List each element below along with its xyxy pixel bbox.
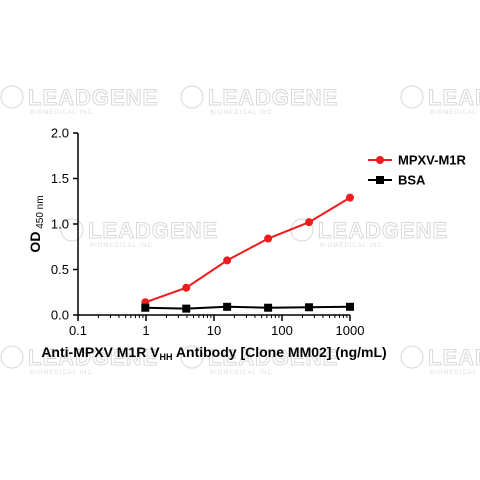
x-ticks: 0.1 1 10 100 1000 bbox=[69, 315, 365, 338]
y-tick-label: 2.0 bbox=[51, 126, 69, 141]
series-line-bsa bbox=[145, 305, 351, 310]
legend-label: MPXV-M1R bbox=[398, 153, 467, 168]
x-axis-title-sub: HH bbox=[160, 352, 173, 362]
x-axis-title-rest: Antibody [Clone MM02] (ng/mL) bbox=[173, 344, 387, 360]
watermark-subtext: BIOMEDICAL INC. bbox=[30, 110, 95, 116]
watermark-subtext: BIOMEDICAL INC. bbox=[210, 370, 275, 376]
data-point-bsa bbox=[182, 304, 191, 313]
legend-marker-circle bbox=[376, 156, 384, 164]
y-axis-title: OD 450 nm bbox=[27, 195, 46, 252]
series-line-mpxv-m1r bbox=[144, 196, 351, 304]
y-tick-label: 1.5 bbox=[51, 171, 69, 186]
watermark-text: LEADGENE bbox=[88, 218, 218, 243]
x-tick-label: 1 bbox=[142, 323, 149, 338]
data-point-mpxv-m1r bbox=[182, 283, 191, 292]
legend-marker-square bbox=[376, 176, 384, 184]
x-tick-label: 10 bbox=[207, 323, 221, 338]
watermark-text: LEADGENE bbox=[428, 85, 480, 110]
watermark-text: LEADGENE bbox=[28, 85, 158, 110]
y-tick-label: 0.5 bbox=[51, 262, 69, 277]
watermark-subtext: BIOMEDICAL INC. bbox=[430, 110, 480, 116]
y-tick-label: 0.0 bbox=[51, 308, 69, 323]
watermark-logo-icon bbox=[60, 218, 84, 242]
watermark-logo-icon bbox=[180, 345, 204, 369]
data-point-bsa bbox=[346, 302, 354, 311]
data-point-mpxv-m1r bbox=[264, 234, 273, 243]
watermark-text: LEADGENE bbox=[208, 85, 338, 110]
watermark-logo-icon bbox=[0, 85, 24, 109]
y-axis-title-sub: 450 nm bbox=[35, 195, 46, 231]
data-point-mpxv-m1r bbox=[305, 218, 314, 227]
legend-label: BSA bbox=[398, 173, 426, 188]
legend: MPXV-M1R BSA bbox=[368, 153, 467, 188]
watermark-logo-icon bbox=[400, 85, 424, 109]
watermark-subtext: BIOMEDICAL INC. bbox=[90, 243, 155, 249]
data-point-bsa bbox=[264, 303, 273, 312]
watermark-logo-icon bbox=[0, 345, 24, 369]
x-axis-title-main: Anti-MPXV M1R V bbox=[41, 344, 160, 360]
x-tick-label: 100 bbox=[271, 323, 293, 338]
legend-item-bsa: BSA bbox=[368, 173, 426, 188]
data-point-bsa bbox=[223, 302, 232, 311]
watermark-subtext: BIOMEDICAL INC. bbox=[430, 370, 480, 376]
data-point-mpxv-m1r bbox=[223, 256, 232, 265]
series-layer bbox=[141, 193, 354, 313]
y-ticks: 0.0 0.5 1.0 1.5 2.0 bbox=[51, 126, 78, 323]
watermark-logo-icon bbox=[180, 85, 204, 109]
watermark-logo-icon bbox=[400, 345, 424, 369]
watermark-text: LEADGENE bbox=[208, 345, 338, 370]
y-axis-title-main: OD bbox=[27, 232, 43, 253]
data-point-bsa bbox=[141, 303, 150, 312]
watermark-subtext: BIOMEDICAL INC. bbox=[320, 243, 385, 249]
legend-item-mpxv-m1r: MPXV-M1R bbox=[368, 153, 467, 168]
x-tick-label: 1000 bbox=[336, 323, 365, 338]
watermark-subtext: BIOMEDICAL INC. bbox=[210, 110, 275, 116]
y-tick-label: 1.0 bbox=[51, 217, 69, 232]
watermark-text: LEADGENE bbox=[428, 345, 480, 370]
watermark-subtext: BIOMEDICAL INC. bbox=[30, 370, 95, 376]
x-axis-title: Anti-MPXV M1R VHH Antibody [Clone MM02] … bbox=[41, 344, 386, 362]
watermark-text: LEADGENE bbox=[318, 218, 448, 243]
watermark-text: LEADGENE bbox=[28, 345, 158, 370]
x-tick-label: 0.1 bbox=[69, 323, 87, 338]
data-point-mpxv-m1r bbox=[346, 193, 354, 202]
data-point-bsa bbox=[305, 303, 314, 312]
